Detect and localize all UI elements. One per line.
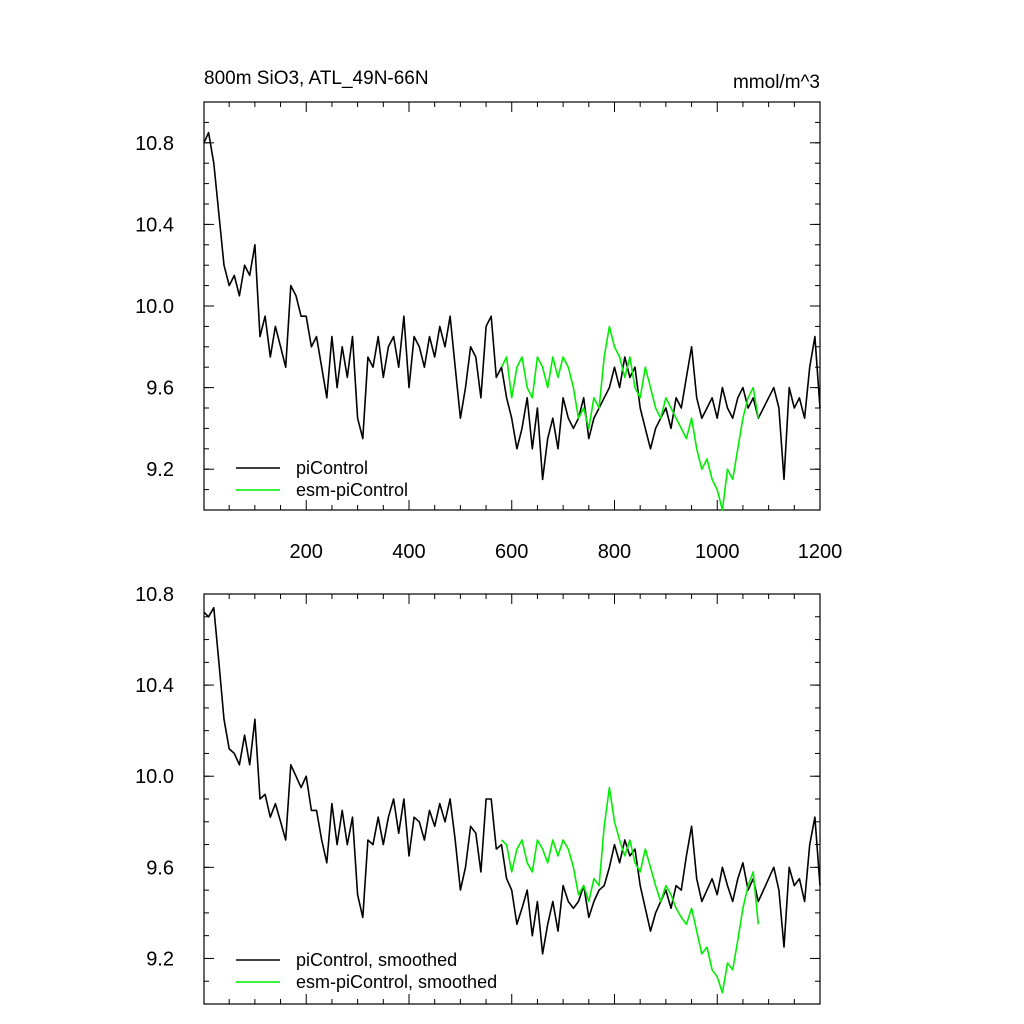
x-tick-label: 400 <box>392 541 425 563</box>
x-tick-label: 200 <box>290 541 323 563</box>
legend-label-esm-picontrol-smoothed: esm-piControl, smoothed <box>296 972 497 992</box>
plot-frame-top <box>203 101 821 511</box>
y-tick-label: 9.2 <box>146 459 174 481</box>
y-tick-label: 9.2 <box>146 948 174 970</box>
y-tick-label: 9.6 <box>146 857 174 879</box>
panel-top: 800m SiO3, ATL_49N-66N mmol/m^3 9.2 9.6 10… <box>135 68 842 563</box>
y-tick-label: 9.6 <box>146 378 174 400</box>
legend-bottom: piControl, smoothed esm-piControl, smoot… <box>236 950 497 992</box>
series-lines-top <box>203 131 821 511</box>
series-line-top-0 <box>203 131 821 481</box>
plot-frame-bottom <box>203 593 821 1005</box>
y-tick-label: 10.8 <box>135 584 174 606</box>
y-tick-label: 10.0 <box>135 766 174 788</box>
legend-label-picontrol: piControl <box>296 458 368 478</box>
x-tick-label: 800 <box>598 541 631 563</box>
series-line-bottom-0 <box>203 606 821 955</box>
x-tick-label: 600 <box>495 541 528 563</box>
axis-ticks-top: 9.2 9.6 10.0 10.4 10.8 200 400 600 800 1000 1200 <box>135 101 843 563</box>
series-lines-bottom <box>203 606 821 994</box>
x-tick-label: 1000 <box>695 541 740 563</box>
legend-label-picontrol-smoothed: piControl, smoothed <box>296 950 457 970</box>
chart-title: 800m SiO3, ATL_49N-66N <box>204 68 429 89</box>
series-line-bottom-1 <box>500 786 760 994</box>
y-tick-label: 10.4 <box>135 675 174 697</box>
y-tick-label: 10.0 <box>135 296 174 318</box>
legend-top: piControl esm-piControl <box>236 458 408 500</box>
y-tick-label: 10.8 <box>135 133 174 155</box>
units-label: mmol/m^3 <box>733 72 820 93</box>
axis-ticks-bottom: 9.2 9.6 10.0 10.4 10.8 <box>135 584 821 1005</box>
y-tick-label: 10.4 <box>135 214 174 236</box>
legend-label-esm-picontrol: esm-piControl <box>296 480 408 500</box>
x-tick-label: 1200 <box>798 541 843 563</box>
series-line-top-1 <box>500 325 760 511</box>
panel-bottom: 9.2 9.6 10.0 10.4 10.8 piControl, smoothed e… <box>135 584 821 1005</box>
